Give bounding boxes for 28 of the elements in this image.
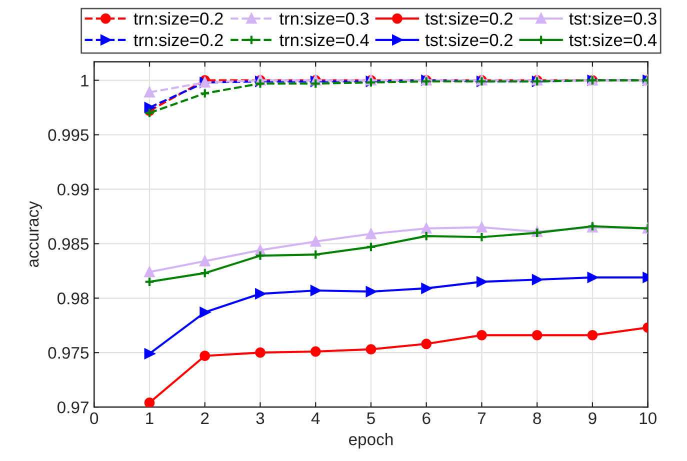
y-tick-label: 1: [81, 74, 88, 86]
x-tick-label: 0: [90, 412, 98, 424]
legend-label: trn:size=0.4: [279, 33, 369, 46]
y-axis-title: accuracy: [30, 201, 42, 268]
y-tick-label: 0.995: [48, 129, 89, 141]
legend-label: tst:size=0.4: [569, 33, 657, 46]
x-tick-label: 9: [588, 412, 596, 424]
x-tick-label: 10: [640, 412, 656, 424]
x-tick-label: 7: [478, 412, 486, 424]
x-tick-label: 6: [422, 412, 430, 424]
y-tick-label: 0.98: [57, 292, 89, 304]
legend-label: trn:size=0.2: [134, 12, 223, 25]
legend-label: trn:size=0.3: [279, 12, 369, 25]
legend-label: tst:size=0.2: [425, 33, 512, 46]
x-axis-title: epoch: [348, 433, 393, 449]
y-tick-label: 0.985: [48, 238, 89, 250]
y-tick-label: 0.975: [48, 347, 89, 359]
legend-label: trn:size=0.2: [134, 33, 223, 46]
x-tick-label: 2: [201, 412, 209, 424]
x-tick-label: 8: [533, 412, 542, 424]
x-tick-label: 3: [256, 412, 264, 424]
y-tick-label: 0.99: [57, 184, 88, 196]
x-tick-label: 1: [146, 412, 154, 424]
legend-label: tst:size=0.2: [425, 12, 512, 25]
y-tick-label: 0.97: [57, 401, 88, 414]
x-tick-label: 4: [311, 412, 320, 424]
x-tick-label: 5: [367, 412, 375, 424]
legend-label: tst:size=0.3: [569, 12, 656, 25]
